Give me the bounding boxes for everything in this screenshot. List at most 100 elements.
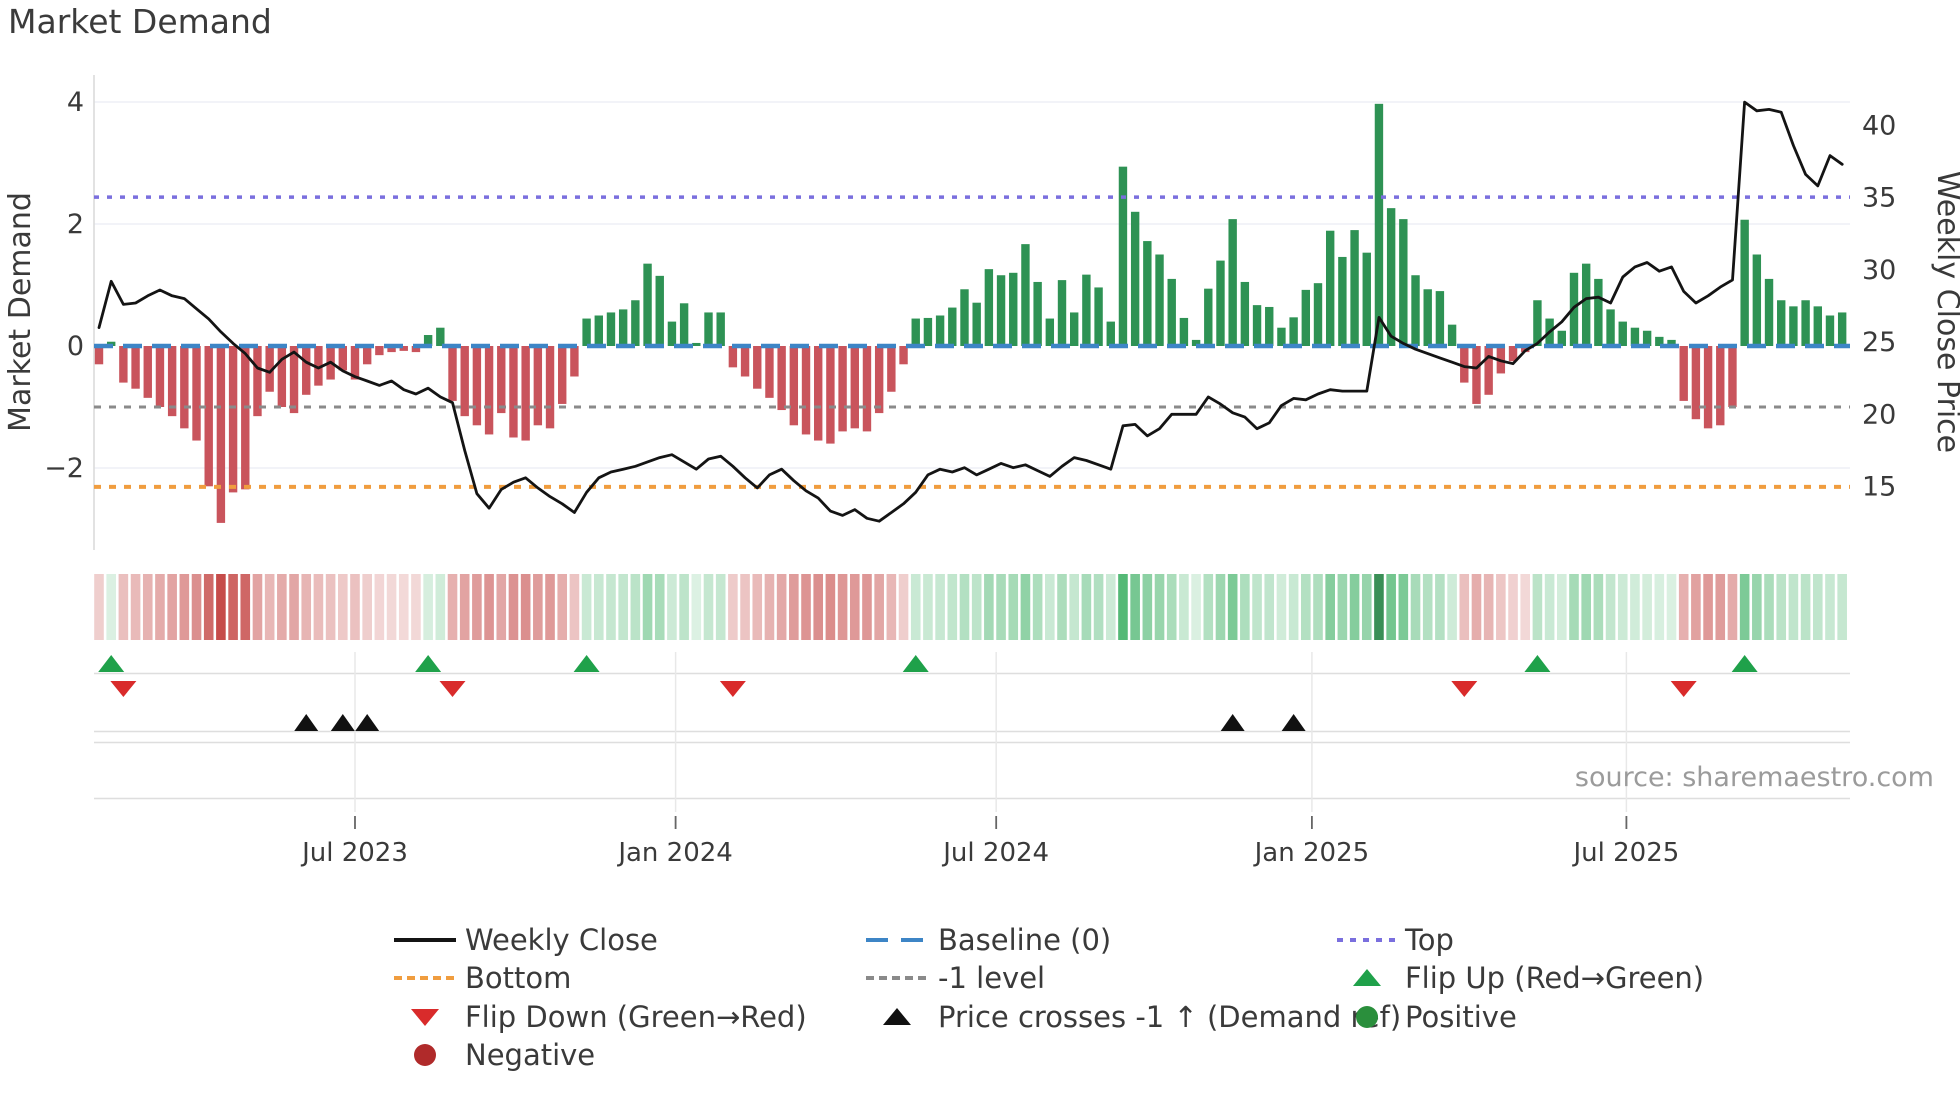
heatmap-cell <box>667 574 677 640</box>
long-dash-line-icon <box>866 938 923 942</box>
heatmap-cell <box>1325 574 1335 640</box>
heatmap-cell <box>703 574 714 640</box>
heatmap-cell <box>1179 574 1189 640</box>
demand-bar-negative <box>277 346 287 407</box>
heatmap-cell <box>1642 574 1652 640</box>
demand-bar-negative <box>289 346 299 414</box>
demand-bar-negative <box>472 346 482 426</box>
demand-bar-positive <box>1313 283 1323 346</box>
demand-bar-positive <box>716 312 725 346</box>
dashed-line-icon <box>866 976 926 980</box>
heatmap-cell <box>301 574 312 640</box>
heatmap-cell <box>1410 574 1421 640</box>
heatmap-cell <box>1191 574 1201 640</box>
heatmap-cell <box>1617 574 1628 640</box>
heatmap-cell <box>813 574 824 640</box>
heatmap-cell <box>398 574 409 640</box>
demand-bar-negative <box>119 346 128 383</box>
demand-bar-positive <box>1618 321 1627 346</box>
heatmap-cell <box>264 574 275 640</box>
demand-bar-positive <box>606 312 616 346</box>
demand-bar-negative <box>545 346 555 429</box>
demand-bar-negative <box>350 346 360 380</box>
flip-up-marker-icon <box>415 655 442 672</box>
demand-bar-negative <box>899 346 908 365</box>
heatmap-cell <box>1727 574 1738 640</box>
x-axis: Jul 2023 Jan 2024 Jul 2024 Jan 2025 Jul 2025 <box>300 816 1679 868</box>
circle-marker-icon <box>1356 1006 1378 1028</box>
demand-bar-negative <box>838 346 847 432</box>
heatmap-cell <box>959 574 970 640</box>
flip-down-marker-icon <box>1670 681 1697 697</box>
heatmap-cell <box>1166 574 1177 640</box>
legend-label: Positive <box>1405 1000 1517 1034</box>
demand-bar-positive <box>1606 309 1615 346</box>
right-tick-label: 25 <box>1862 327 1896 358</box>
heatmap-cell <box>642 574 653 640</box>
demand-bar-positive <box>1667 339 1676 346</box>
demand-bar-negative <box>1521 346 1530 353</box>
flip-down-marker-icon <box>439 681 466 697</box>
heatmap-cell <box>1093 574 1104 640</box>
legend-item-baseline: Baseline (0) <box>865 920 1111 960</box>
heatmap-cell <box>801 574 811 640</box>
demand-bar-positive <box>1837 312 1847 346</box>
demand-bar-negative <box>753 346 762 389</box>
price-polyline <box>97 100 1844 523</box>
demand-bar-positive <box>1277 327 1286 346</box>
demand-bar-positive <box>1325 230 1335 346</box>
demand-bar-negative <box>521 346 530 441</box>
heatmap-cell <box>533 574 543 640</box>
x-tick-label: Jan 2024 <box>616 838 733 868</box>
demand-bar-positive <box>1447 324 1457 346</box>
heatmap-cell <box>459 574 470 640</box>
demand-bar-negative <box>1484 346 1493 395</box>
demand-bar-positive <box>1374 103 1384 346</box>
heatmap-cell <box>1240 574 1250 640</box>
demand-bar-negative <box>1703 346 1713 429</box>
demand-bar-negative <box>411 346 421 353</box>
demand-bar-negative <box>850 346 859 429</box>
demand-bar-positive <box>1033 281 1042 346</box>
heatmap-cell <box>1812 574 1823 640</box>
heatmap-cell <box>155 574 165 640</box>
flip-down-marker-icon <box>719 681 746 697</box>
heatmap-cell <box>1142 574 1153 640</box>
heatmap-cell <box>1752 574 1762 640</box>
flip-down-marker-icon <box>1451 681 1478 697</box>
demand-bar-negative <box>167 346 177 417</box>
demand-bar-negative <box>814 346 823 441</box>
page-title: Market Demand <box>8 2 272 41</box>
demand-bar-negative <box>801 346 811 435</box>
heatmap-cell <box>1288 574 1299 640</box>
price-cross-marker-icon <box>1281 714 1306 731</box>
heatmap-cell <box>691 574 702 640</box>
demand-bar-negative <box>180 346 189 429</box>
flip-up-marker-icon <box>573 655 600 672</box>
demand-bar-positive <box>960 289 969 346</box>
heatmap-cell <box>362 574 372 640</box>
demand-bar-positive <box>935 315 945 346</box>
heatmap-cell <box>325 574 336 640</box>
demand-bar-positive <box>923 317 933 346</box>
heatmap-cell <box>581 574 592 640</box>
flip-up-marker-icon <box>98 655 125 672</box>
heatmap-cell <box>606 574 616 640</box>
heatmap-cell <box>228 574 238 640</box>
right-tick-label: 15 <box>1862 472 1896 503</box>
heatmap-cell <box>1483 574 1494 640</box>
heatmap-cell <box>167 574 177 640</box>
heatmap-cell <box>593 574 604 640</box>
demand-bar-negative <box>155 346 165 407</box>
right-tick-label: 30 <box>1862 255 1896 286</box>
demand-bar-negative <box>448 346 457 401</box>
legend-item-top: Top <box>1335 920 1454 960</box>
heatmap-cell <box>1227 574 1238 640</box>
demand-bar-positive <box>679 303 689 346</box>
heatmap-cell <box>411 574 421 640</box>
weekly-close-line <box>97 100 1844 523</box>
heatmap-cell <box>1776 574 1787 640</box>
demand-bar-negative <box>728 346 738 368</box>
